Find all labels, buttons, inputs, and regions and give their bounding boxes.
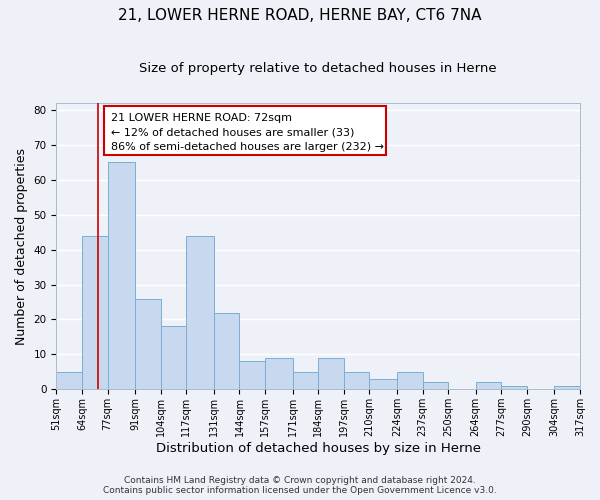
- Bar: [107, 162, 135, 390]
- Title: Size of property relative to detached houses in Herne: Size of property relative to detached ho…: [139, 62, 497, 76]
- Text: 86% of semi-detached houses are larger (232) →: 86% of semi-detached houses are larger (…: [112, 142, 385, 152]
- Text: ← 12% of detached houses are smaller (33): ← 12% of detached houses are smaller (33…: [112, 128, 355, 138]
- Bar: [293, 372, 318, 390]
- Text: 21 LOWER HERNE ROAD: 72sqm: 21 LOWER HERNE ROAD: 72sqm: [112, 113, 292, 123]
- Bar: [239, 362, 265, 390]
- Bar: [82, 236, 107, 390]
- Bar: [265, 358, 293, 390]
- Bar: [214, 312, 239, 390]
- Bar: [135, 298, 161, 390]
- X-axis label: Distribution of detached houses by size in Herne: Distribution of detached houses by size …: [156, 442, 481, 455]
- Bar: [187, 236, 214, 390]
- Bar: [344, 372, 370, 390]
- Bar: [318, 358, 344, 390]
- Bar: [422, 382, 448, 390]
- Bar: [554, 386, 580, 390]
- Bar: [56, 372, 82, 390]
- Text: 21, LOWER HERNE ROAD, HERNE BAY, CT6 7NA: 21, LOWER HERNE ROAD, HERNE BAY, CT6 7NA: [118, 8, 482, 22]
- Bar: [501, 386, 527, 390]
- Bar: [397, 372, 422, 390]
- Bar: [161, 326, 187, 390]
- Bar: [370, 379, 397, 390]
- FancyBboxPatch shape: [104, 106, 386, 154]
- Text: Contains HM Land Registry data © Crown copyright and database right 2024.
Contai: Contains HM Land Registry data © Crown c…: [103, 476, 497, 495]
- Y-axis label: Number of detached properties: Number of detached properties: [15, 148, 28, 344]
- Bar: [476, 382, 501, 390]
